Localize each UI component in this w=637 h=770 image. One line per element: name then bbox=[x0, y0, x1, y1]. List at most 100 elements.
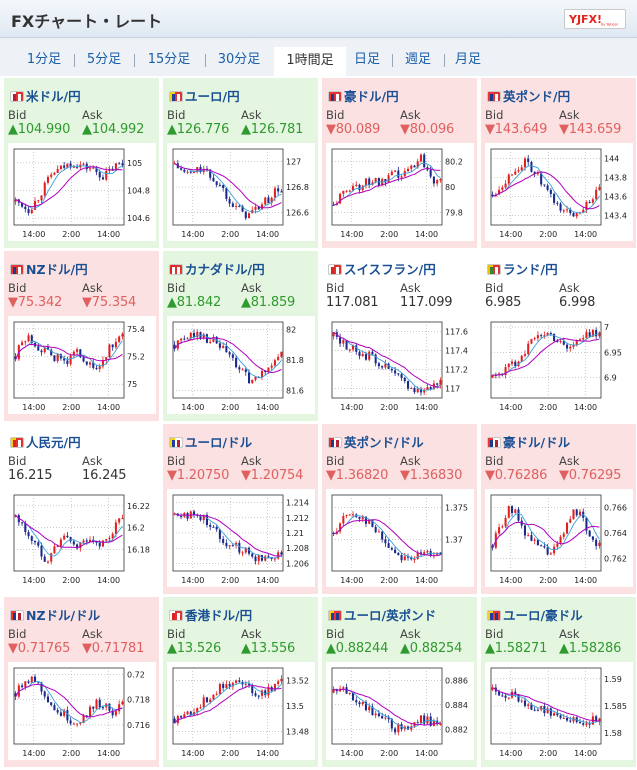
candle-body bbox=[390, 171, 393, 176]
candle-body bbox=[358, 702, 361, 705]
rate-panel[interactable]: 米ドル/円 Bid Ask ▲104.990 ▲104.992 105 104.8 104.6… bbox=[4, 78, 159, 248]
candlestick-chart[interactable]: 13.52 13.5 13.48 14:00 2:00 14:00 bbox=[167, 662, 315, 760]
x-tick-label: 14:00 bbox=[22, 749, 45, 758]
candle-body bbox=[212, 526, 215, 528]
candlestick-chart[interactable]: 7 6.95 6.9 14:00 2:00 14:00 bbox=[485, 316, 633, 414]
x-tick-label: 2:00 bbox=[380, 749, 398, 758]
pair-name-link[interactable]: ユーロ/ドル bbox=[169, 432, 252, 451]
y-tick-label: 6.9 bbox=[604, 374, 617, 383]
pair-name-link[interactable]: ユーロ/円 bbox=[169, 86, 240, 105]
pair-name-link[interactable]: 豪ドル/ドル bbox=[487, 432, 570, 451]
candle-body bbox=[536, 173, 539, 175]
rate-panel[interactable]: ランド/円 Bid Ask 6.985 6.998 7 6.95 6.9 14:00 2:00 14… bbox=[481, 251, 636, 421]
rate-panel[interactable]: NZドル/ドル Bid Ask ▼0.71765 ▼0.71781 0.72 0.718 0.… bbox=[4, 597, 159, 767]
candle-body bbox=[95, 167, 98, 173]
tab-monthly[interactable]: 月足 bbox=[454, 52, 481, 67]
candle-body bbox=[504, 517, 507, 527]
ask-label: Ask bbox=[559, 108, 580, 122]
chart-svg: 82 81.8 81.6 14:00 2:00 14:00 bbox=[172, 321, 304, 412]
tab-30min[interactable]: 30分足 bbox=[217, 52, 261, 67]
candle-body bbox=[374, 178, 377, 183]
y-tick-label: 117.2 bbox=[445, 366, 468, 375]
candle-body bbox=[101, 707, 105, 709]
rate-panel[interactable]: ユーロ/ドル Bid Ask ▼1.20750 ▼1.20754 1.214 1.212 1.… bbox=[163, 424, 318, 594]
candle-body bbox=[27, 681, 30, 683]
x-tick-label: 14:00 bbox=[22, 403, 45, 412]
y-tick-label: 82 bbox=[286, 326, 296, 335]
yjfx-logo[interactable]: YJFX! by Yahoo! bbox=[564, 9, 626, 29]
tab-5min[interactable]: 5分足 bbox=[86, 52, 122, 67]
pair-name-link[interactable]: 米ドル/円 bbox=[10, 86, 81, 105]
pair-name-link[interactable]: 英ポンド/ドル bbox=[328, 432, 424, 451]
candle-body bbox=[235, 680, 238, 683]
pair-name-link[interactable]: カナダドル/円 bbox=[169, 259, 265, 278]
x-tick-label: 14:00 bbox=[340, 230, 363, 239]
candle-body bbox=[183, 169, 186, 172]
x-tick-label: 14:00 bbox=[574, 403, 597, 412]
candle-body bbox=[387, 175, 390, 183]
rate-panel[interactable]: 英ポンド/ドル Bid Ask ▼1.36820 ▼1.36830 1.375 1.37 14… bbox=[322, 424, 477, 594]
tab-1hour[interactable]: 1時間足 bbox=[274, 47, 346, 76]
rate-panel[interactable]: カナダドル/円 Bid Ask ▲81.842 ▲81.859 82 81.8 81.6 14:… bbox=[163, 251, 318, 421]
candlestick-chart[interactable]: 80.2 80 79.8 14:00 2:00 14:00 bbox=[326, 143, 474, 241]
candle-body bbox=[426, 387, 429, 390]
rate-panel[interactable]: NZドル/円 Bid Ask ▼75.342 ▼75.354 75.4 75.2 75 14:0… bbox=[4, 251, 159, 421]
plot-frame bbox=[331, 494, 443, 572]
ma-short-line bbox=[15, 680, 123, 724]
candlestick-chart[interactable]: 1.214 1.212 1.21 1.208 1.206 14:00 2:00 14:00 bbox=[167, 489, 315, 587]
candle-body bbox=[241, 552, 244, 554]
tab-daily[interactable]: 日足 bbox=[353, 52, 380, 67]
rate-panel[interactable]: 豪ドル/円 Bid Ask ▼80.089 ▼80.096 80.2 80 79.8 14:00… bbox=[322, 78, 477, 248]
rate-panel[interactable]: ユーロ/円 Bid Ask ▲126.776 ▲126.781 127 126.8 126.6… bbox=[163, 78, 318, 248]
pair-name-link[interactable]: ランド/円 bbox=[487, 259, 558, 278]
pair-name-link[interactable]: ユーロ/英ポンド bbox=[328, 605, 436, 624]
candlestick-chart[interactable]: 16.22 16.2 16.18 14:00 2:00 14:00 bbox=[8, 489, 156, 587]
candlestick-chart[interactable]: 117.6 117.4 117.2 117 14:00 2:00 14:00 bbox=[326, 316, 474, 414]
pair-name-link[interactable]: NZドル/ドル bbox=[10, 605, 100, 624]
candle-body bbox=[43, 182, 46, 196]
rate-panel[interactable]: ユーロ/英ポンド Bid Ask ▲0.88244 ▲0.88254 0.886 0.884… bbox=[322, 597, 477, 767]
candlestick-chart[interactable]: 0.766 0.764 0.762 14:00 2:00 14:00 bbox=[485, 489, 633, 587]
candlestick-chart[interactable]: 1.59 1.585 1.58 14:00 2:00 14:00 bbox=[485, 662, 633, 760]
candle-body bbox=[533, 171, 536, 174]
rate-panel[interactable]: 英ポンド/円 Bid Ask ▼143.649 ▼143.659 144 143.8 143.… bbox=[481, 78, 636, 248]
rate-panel[interactable]: 人民元/円 Bid Ask 16.215 16.245 16.22 16.2 16.18 14:… bbox=[4, 424, 159, 594]
pair-name-link[interactable]: 英ポンド/円 bbox=[487, 86, 570, 105]
pair-name-link[interactable]: ユーロ/豪ドル bbox=[487, 605, 583, 624]
candlestick-chart[interactable]: 75.4 75.2 75 14:00 2:00 14:00 bbox=[8, 316, 156, 414]
rate-panel[interactable]: スイスフラン/円 Bid Ask 117.081 117.099 117.6 117.4 11… bbox=[322, 251, 477, 421]
candle-body bbox=[228, 198, 231, 204]
pair-name-link[interactable]: スイスフラン/円 bbox=[328, 259, 436, 278]
candle-body bbox=[199, 707, 202, 709]
candle-body bbox=[588, 201, 591, 203]
candle-body bbox=[536, 539, 539, 546]
candle-body bbox=[578, 722, 582, 724]
pair-name-link[interactable]: 香港ドル/円 bbox=[169, 605, 252, 624]
chart-svg: 105 104.8 104.6 14:00 2:00 14:00 bbox=[13, 148, 150, 239]
candle-body bbox=[429, 169, 432, 177]
pair-name-link[interactable]: NZドル/円 bbox=[10, 259, 88, 278]
rate-panel[interactable]: 香港ドル/円 Bid Ask ▲13.526 ▲13.556 13.52 13.5 13.48… bbox=[163, 597, 318, 767]
tab-1min[interactable]: 1分足 bbox=[26, 52, 62, 67]
candlestick-chart[interactable]: 105 104.8 104.6 14:00 2:00 14:00 bbox=[8, 143, 156, 241]
x-tick-label: 14:00 bbox=[574, 230, 597, 239]
candlestick-chart[interactable]: 0.72 0.718 0.716 14:00 2:00 14:00 bbox=[8, 662, 156, 760]
pair-name-link[interactable]: 豪ドル/円 bbox=[328, 86, 399, 105]
candlestick-chart[interactable]: 127 126.8 126.6 14:00 2:00 14:00 bbox=[167, 143, 315, 241]
ask-value: ▼143.659 bbox=[559, 122, 622, 137]
tab-15min[interactable]: 15分足 bbox=[147, 52, 191, 67]
candlestick-chart[interactable]: 0.886 0.884 0.882 14:00 2:00 14:00 bbox=[326, 662, 474, 760]
tab-weekly[interactable]: 週足 bbox=[404, 52, 431, 67]
candle-body bbox=[238, 367, 241, 370]
candlestick-chart[interactable]: 82 81.8 81.6 14:00 2:00 14:00 bbox=[167, 316, 315, 414]
candlestick-chart[interactable]: 144 143.8 143.6 143.4 14:00 2:00 14:00 bbox=[485, 143, 633, 241]
candle-body bbox=[355, 184, 358, 186]
candle-body bbox=[82, 163, 85, 165]
chart-svg: 127 126.8 126.6 14:00 2:00 14:00 bbox=[172, 148, 309, 239]
candlestick-chart[interactable]: 1.375 1.37 14:00 2:00 14:00 bbox=[326, 489, 474, 587]
rate-panel[interactable]: 豪ドル/ドル Bid Ask ▼0.76286 ▼0.76295 0.766 0.764 0.… bbox=[481, 424, 636, 594]
pair-name-link[interactable]: 人民元/円 bbox=[10, 432, 81, 451]
candle-body bbox=[406, 556, 410, 558]
rate-panel[interactable]: ユーロ/豪ドル Bid Ask ▲1.58271 ▲1.58286 1.59 1.585 1.… bbox=[481, 597, 636, 767]
candle-body bbox=[14, 356, 17, 360]
